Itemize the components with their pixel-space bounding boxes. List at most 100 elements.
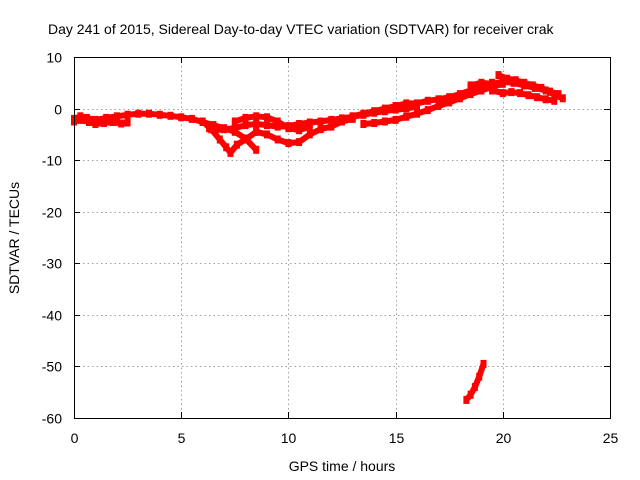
data-point xyxy=(504,74,511,83)
x-tick-label: 10 xyxy=(281,430,297,446)
data-point xyxy=(317,125,324,134)
data-point xyxy=(274,135,281,144)
data-point xyxy=(480,359,487,368)
data-point xyxy=(227,148,234,157)
y-axis-label: SDTVAR / TECUs xyxy=(6,182,22,294)
data-point xyxy=(274,122,281,131)
data-point xyxy=(124,118,131,127)
data-point xyxy=(124,110,131,119)
data-point xyxy=(118,119,125,128)
data-point xyxy=(285,139,292,148)
series-track-1 xyxy=(71,109,260,154)
data-point xyxy=(167,111,174,120)
axis-ticks xyxy=(74,57,611,419)
data-point xyxy=(414,99,420,108)
data-point xyxy=(456,94,463,103)
data-point xyxy=(478,78,485,87)
data-point xyxy=(253,112,260,121)
data-point xyxy=(476,372,483,381)
series-track-8 xyxy=(360,79,506,128)
y-tick-label: -60 xyxy=(42,411,62,427)
plot-area xyxy=(71,71,566,404)
data-point xyxy=(446,93,453,102)
data-point xyxy=(547,87,553,96)
data-point xyxy=(371,107,378,116)
data-point xyxy=(223,143,230,152)
data-point xyxy=(456,90,463,99)
data-point xyxy=(403,112,410,121)
data-point xyxy=(463,395,470,404)
data-point xyxy=(517,89,523,98)
data-point xyxy=(467,90,474,99)
data-point xyxy=(328,115,335,124)
data-point xyxy=(306,122,313,131)
data-point xyxy=(349,112,356,121)
data-point xyxy=(559,94,566,103)
data-point xyxy=(296,126,303,135)
data-point xyxy=(360,109,367,118)
series-track-11 xyxy=(489,86,558,105)
data-point xyxy=(92,115,99,124)
data-point xyxy=(92,120,99,128)
data-point xyxy=(381,117,388,126)
data-point xyxy=(83,113,90,122)
data-point xyxy=(360,120,367,128)
data-point xyxy=(471,383,478,392)
data-point xyxy=(317,117,324,126)
x-tick-label: 5 xyxy=(178,430,186,446)
data-point xyxy=(306,118,313,127)
series-line xyxy=(253,115,356,147)
data-point xyxy=(328,122,335,131)
y-tick-label: 0 xyxy=(54,102,62,118)
tick-labels: 0 5 10 15 20 25 10 0 -10 -20 -30 -40 -50 -60 xyxy=(42,50,619,447)
x-tick-label: 25 xyxy=(603,430,619,446)
data-point xyxy=(467,81,474,90)
data-point xyxy=(435,95,442,104)
data-point xyxy=(424,96,431,105)
data-point xyxy=(521,78,528,87)
data-point xyxy=(446,98,453,107)
data-point xyxy=(221,125,228,134)
data-point xyxy=(424,106,431,115)
y-tick-label: -30 xyxy=(42,256,62,272)
data-point xyxy=(109,118,116,126)
y-tick-label: -40 xyxy=(42,308,62,324)
data-point xyxy=(253,127,260,136)
x-tick-label: 20 xyxy=(496,430,512,446)
series-track-10 xyxy=(495,71,562,99)
data-point xyxy=(86,118,92,126)
data-point xyxy=(274,117,281,126)
data-point xyxy=(478,86,485,95)
series-track-6 xyxy=(253,114,356,148)
data-point xyxy=(381,104,388,113)
grid-lines xyxy=(74,57,610,418)
plot-frame xyxy=(74,57,611,419)
data-point xyxy=(264,121,270,130)
data-point xyxy=(146,109,152,118)
data-point xyxy=(392,115,399,124)
data-point xyxy=(216,135,223,144)
data-point xyxy=(233,140,240,149)
x-tick-label: 0 xyxy=(71,430,79,446)
data-point xyxy=(392,102,399,110)
data-point xyxy=(512,76,519,85)
data-point xyxy=(414,109,420,118)
data-point xyxy=(212,126,219,135)
data-point xyxy=(542,95,549,104)
data-point xyxy=(242,113,249,122)
data-point xyxy=(489,86,496,95)
y-tick-label: -50 xyxy=(42,359,62,375)
data-point xyxy=(467,390,474,399)
data-point xyxy=(489,79,496,88)
data-point xyxy=(499,77,506,86)
series-track-5 xyxy=(231,112,313,135)
y-tick-label: -20 xyxy=(42,205,62,221)
data-point xyxy=(371,119,378,127)
data-point xyxy=(178,113,185,122)
data-point xyxy=(206,124,213,133)
data-point xyxy=(264,130,270,139)
data-point xyxy=(403,99,410,108)
data-point xyxy=(555,90,562,99)
data-point xyxy=(199,117,206,126)
